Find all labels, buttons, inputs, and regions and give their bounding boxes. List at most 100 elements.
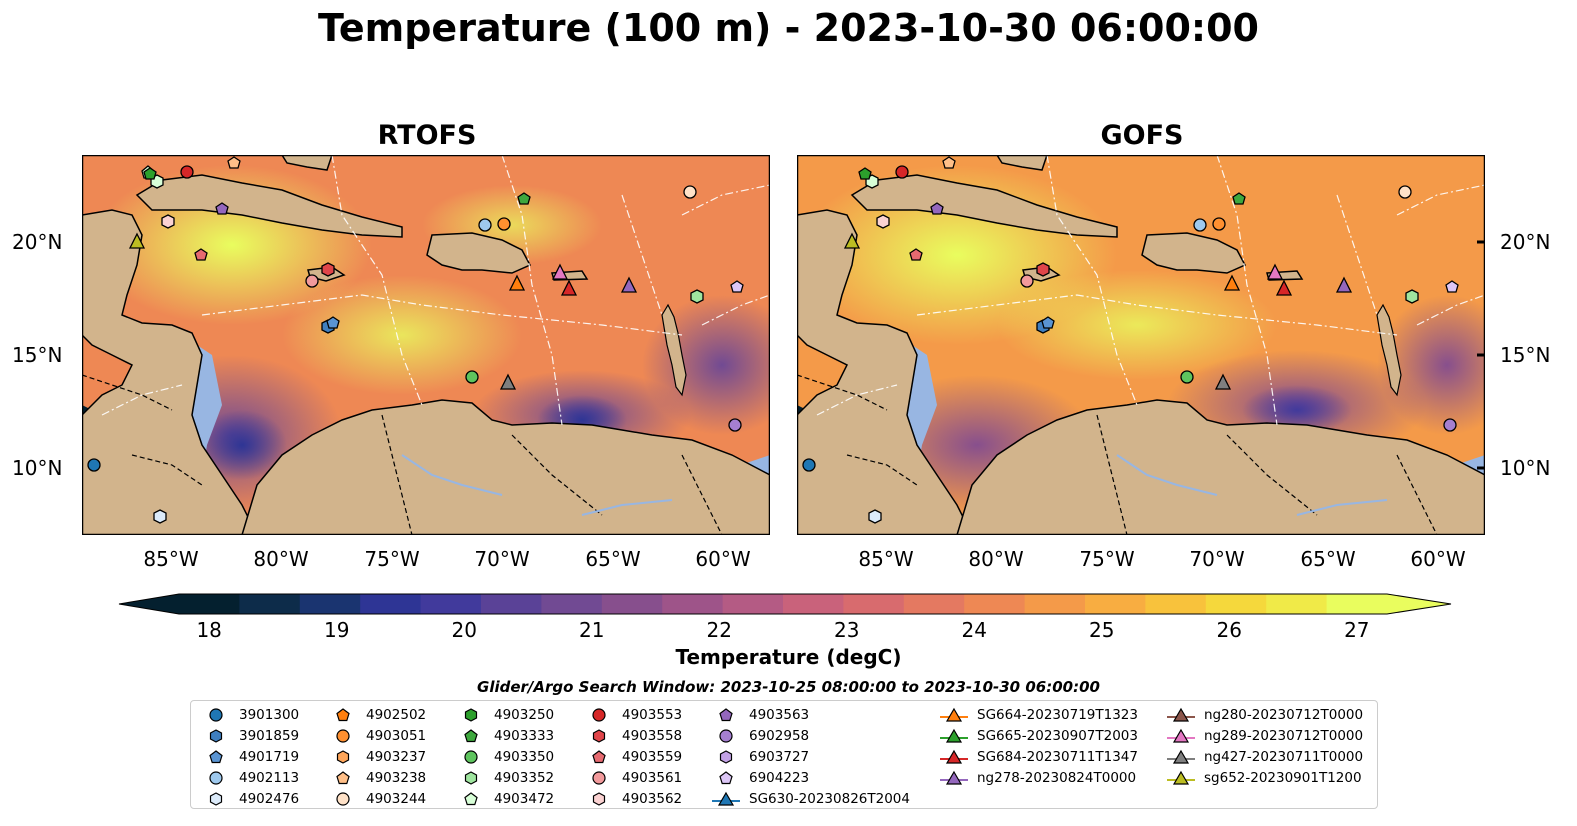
legend-entry-label: 4902502 (366, 707, 427, 724)
pentagon-marker-icon (719, 708, 733, 722)
panel-title-gofs: GOFS (1100, 120, 1184, 151)
colorbar-segment (843, 594, 905, 614)
triangle-line-marker-icon (1167, 770, 1195, 785)
legend-entry-label: 4903559 (622, 748, 683, 765)
colorbar-segment (783, 594, 844, 614)
legend-entry-label: SG684-20230711T1347 (977, 748, 1138, 765)
legend-entry-label: 4903051 (366, 728, 427, 745)
hexagon-marker-icon (592, 791, 606, 806)
legend-entry-label: ng278-20230824T0000 (977, 769, 1137, 786)
legend-entry: SG630-20230826T2004 (711, 788, 910, 809)
triangle-line-marker-icon (940, 749, 968, 764)
triangle-line-marker-icon (940, 770, 968, 785)
panel-title-rtofs: RTOFS (377, 120, 477, 151)
legend-entry-label: 4903553 (622, 707, 683, 724)
search-window-text: Glider/Argo Search Window: 2023-10-25 08… (477, 678, 1100, 696)
colorbar-tick-label: 18 (196, 618, 222, 642)
lat-label-15n-right: 15°N (1500, 343, 1551, 367)
legend-entry-label: 4903561 (622, 769, 683, 786)
legend-entry: 4903250 (456, 705, 554, 726)
pentagon-marker-icon (464, 791, 478, 805)
pentagon-marker-icon (719, 771, 733, 784)
legend-entry-label: SG665-20230907T2003 (977, 728, 1138, 745)
legend-entry-label: 4902113 (239, 769, 300, 786)
legend-entry-label: 3901300 (239, 707, 300, 724)
circle-marker-icon (209, 771, 223, 785)
triangle-line-marker-icon (1167, 728, 1195, 743)
legend-column: 4902502 4903051 4903237 4903238 4903244 (328, 705, 426, 809)
legend-column: 4903553 4903558 4903559 4903561 4903562 (584, 705, 682, 809)
colorbar (118, 593, 1452, 615)
map-panel-rtofs[interactable] (82, 155, 770, 535)
colorbar-segment (601, 594, 663, 614)
legend-entry: 4903558 (584, 726, 682, 747)
lon-label-60w-p2: 60°W (1410, 547, 1466, 571)
legend-entry: 6902958 (711, 726, 910, 747)
triangle-line-marker-icon (940, 728, 968, 743)
colorbar-tick-label: 22 (706, 618, 732, 642)
legend-entry-label: ng289-20230712T0000 (1204, 728, 1364, 745)
colorbar-label: Temperature (degC) (675, 645, 902, 669)
legend-entry: 4903333 (456, 726, 554, 747)
colorbar-segment (360, 594, 422, 614)
legend-entry: SG664-20230719T1323 (939, 705, 1138, 726)
legend-entry: 4903244 (328, 788, 426, 809)
colorbar-tick-label: 25 (1089, 618, 1115, 642)
circle-marker-icon (719, 729, 733, 743)
legend-entry-label: SG664-20230719T1323 (977, 707, 1138, 724)
map-panel-gofs[interactable] (797, 155, 1485, 535)
legend-entry: ng427-20230711T0000 (1166, 747, 1363, 768)
colorbar-segment (964, 594, 1026, 614)
legend-entry: 4903238 (328, 767, 426, 788)
colorbar-tick-label: 23 (834, 618, 860, 642)
lat-label-20n-right: 20°N (1500, 230, 1551, 254)
legend-entry: ng289-20230712T0000 (1166, 726, 1363, 747)
legend-entry-label: 6903727 (749, 748, 810, 765)
lon-label-70w-p1: 70°W (474, 547, 530, 571)
hexagon-marker-icon (209, 729, 223, 743)
legend-entry-label: 4903558 (622, 728, 683, 745)
circle-marker-icon (592, 771, 606, 785)
legend-entry: sg652-20230901T1200 (1166, 767, 1363, 788)
legend-entry: 4903237 (328, 747, 426, 768)
colorbar-segment (1024, 594, 1086, 614)
legend-entry: 6904223 (711, 767, 910, 788)
legend-column: 3901300 3901859 4901719 4902113 4902476 (201, 705, 299, 809)
lon-label-65w-p2: 65°W (1300, 547, 1356, 571)
legend-entry-label: 6902958 (749, 728, 810, 745)
legend-entry-label: 4903237 (366, 748, 427, 765)
colorbar-tick-label: 26 (1216, 618, 1242, 642)
pentagon-marker-icon (209, 750, 223, 764)
legend-entry-label: 4901719 (239, 748, 300, 765)
legend-entry: 4903350 (456, 747, 554, 768)
lat-label-20n-left: 20°N (12, 230, 63, 254)
legend-entry-label: ng427-20230711T0000 (1204, 748, 1364, 765)
legend-entry-label: 4903563 (749, 707, 810, 724)
legend-entry-label: ng280-20230712T0000 (1204, 707, 1364, 724)
pentagon-marker-icon (336, 771, 350, 784)
figure-title: Temperature (100 m) - 2023-10-30 06:00:0… (317, 6, 1259, 50)
lat-label-10n-left: 10°N (12, 456, 63, 480)
legend-entry-label: sg652-20230901T1200 (1204, 769, 1362, 786)
colorbar-segment (722, 594, 784, 614)
pentagon-marker-icon (464, 729, 478, 743)
legend-entry: 3901300 (201, 705, 299, 726)
colorbar-segment (420, 594, 482, 614)
colorbar-tick-label: 19 (323, 618, 350, 642)
colorbar-segment (662, 594, 724, 614)
legend-entry-label: 4903562 (622, 790, 683, 807)
legend-entry-label: 4903472 (494, 790, 555, 807)
hexagon-marker-icon (209, 791, 223, 806)
colorbar-segment (1145, 594, 1207, 614)
lon-label-75w-p2: 75°W (1079, 547, 1135, 571)
legend-entry-label: 4903250 (494, 707, 555, 724)
legend-entry-label: 4903350 (494, 748, 555, 765)
colorbar-segment (1085, 594, 1146, 614)
lon-label-85w-p1: 85°W (143, 547, 199, 571)
circle-marker-icon (336, 791, 350, 806)
legend-entry: SG665-20230907T2003 (939, 726, 1138, 747)
hexagon-marker-icon (719, 750, 733, 764)
colorbar-segment (1205, 594, 1267, 614)
legend-entry: 4902113 (201, 767, 299, 788)
legend-entry: SG684-20230711T1347 (939, 747, 1138, 768)
